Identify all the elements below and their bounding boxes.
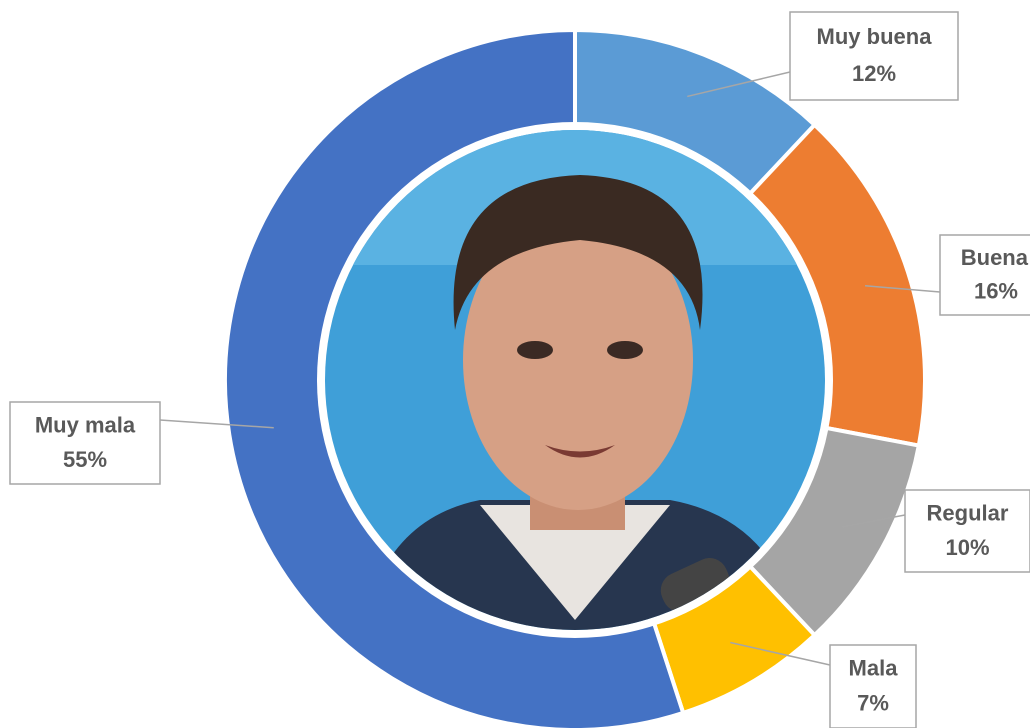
value-label: 7% <box>857 691 889 716</box>
leader-line <box>865 285 941 293</box>
label-box <box>9 401 161 485</box>
category-label: Buena <box>961 245 1029 270</box>
label-box <box>789 11 959 101</box>
leader-line <box>842 514 906 528</box>
category-label: Regular <box>927 500 1009 525</box>
label-box <box>939 234 1030 316</box>
value-label: 10% <box>945 535 989 560</box>
category-label: Muy mala <box>35 412 136 437</box>
leader-line <box>730 641 831 666</box>
value-label: 16% <box>974 278 1018 303</box>
leader-line <box>687 71 791 98</box>
label-box <box>904 489 1030 573</box>
labels: Muy buena 12% Buena 16% Regular 10% Mala 7% Muy … <box>9 11 1030 728</box>
leader-line <box>159 419 274 429</box>
category-label: Mala <box>849 656 899 681</box>
value-label: 55% <box>63 447 107 472</box>
label-box <box>829 644 917 728</box>
category-label: Muy buena <box>817 24 933 49</box>
donut <box>223 27 927 728</box>
value-label: 12% <box>852 61 896 86</box>
photo <box>325 130 825 630</box>
